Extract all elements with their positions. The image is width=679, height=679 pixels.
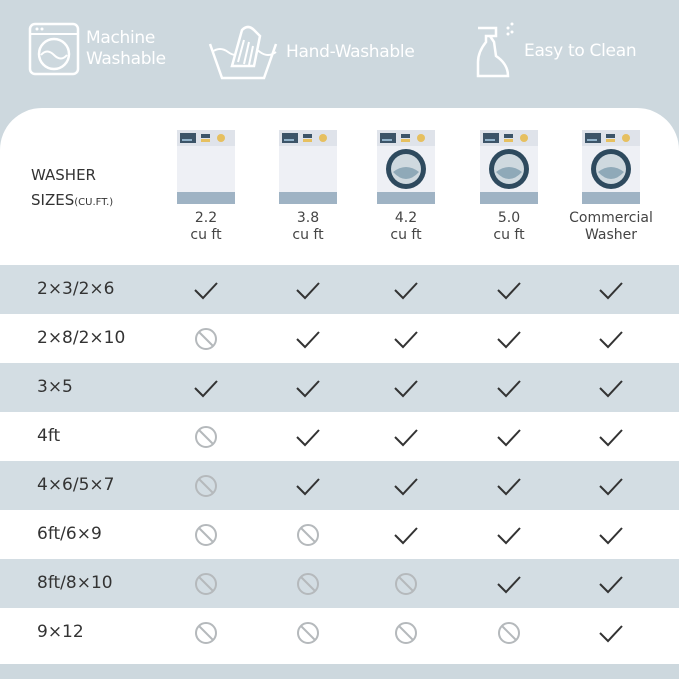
check-icon — [598, 522, 624, 548]
washer-column-header: 3.8 cu ft — [258, 130, 358, 244]
washer-image — [561, 130, 661, 204]
not-allowed-icon — [193, 620, 219, 646]
not-allowed-icon — [295, 522, 321, 548]
check-icon — [496, 522, 522, 548]
table-row: 8ft/8×10 — [0, 559, 679, 608]
check-icon — [393, 473, 419, 499]
washer-column-header: Commercial Washer — [561, 130, 661, 244]
not-allowed-icon — [295, 571, 321, 597]
washer-image — [258, 130, 358, 204]
table-row: 2×3/2×6 — [0, 265, 679, 314]
washer-size-line2: cu ft — [190, 227, 222, 243]
washer-size-line2: cu ft — [493, 227, 525, 243]
check-icon — [496, 473, 522, 499]
washer-column-header: 5.0 cu ft — [459, 130, 559, 244]
table-row: 9×12 — [0, 608, 679, 657]
check-icon — [598, 473, 624, 499]
check-icon — [496, 277, 522, 303]
table-row: 3×5 — [0, 363, 679, 412]
washer-size-line1: 4.2 — [394, 210, 418, 226]
check-icon — [295, 375, 321, 401]
check-icon — [598, 571, 624, 597]
washing-machine-icon — [28, 22, 80, 76]
washer-image — [356, 130, 456, 204]
check-icon — [496, 571, 522, 597]
check-icon — [598, 375, 624, 401]
washer-size-line2: Washer — [584, 227, 638, 243]
not-allowed-icon — [393, 571, 419, 597]
table-row: 4ft — [0, 412, 679, 461]
table-header-label: WASHER SIZES(CU.FT.) — [31, 163, 113, 215]
check-icon — [496, 326, 522, 352]
washer-image — [459, 130, 559, 204]
check-icon — [598, 620, 624, 646]
check-icon — [295, 424, 321, 450]
check-icon — [598, 326, 624, 352]
check-icon — [496, 375, 522, 401]
not-allowed-icon — [393, 620, 419, 646]
check-icon — [393, 277, 419, 303]
rug-size-label: 4×6/5×7 — [37, 475, 115, 495]
not-allowed-icon — [496, 620, 522, 646]
feature-label: Washable — [86, 49, 166, 69]
check-icon — [295, 326, 321, 352]
check-icon — [393, 326, 419, 352]
table-row: 4×6/5×7 — [0, 461, 679, 510]
check-icon — [295, 277, 321, 303]
not-allowed-icon — [193, 473, 219, 499]
washer-size-line1: Commercial — [569, 210, 653, 226]
washer-image — [156, 130, 256, 204]
hand-wash-icon — [208, 25, 278, 80]
feature-label: Machine — [86, 28, 156, 48]
not-allowed-icon — [193, 571, 219, 597]
check-icon — [598, 424, 624, 450]
feature-hand-washable: Hand-Washable — [208, 22, 415, 82]
header-title-2: SIZES — [31, 191, 75, 209]
washer-size-line1: 3.8 — [296, 210, 320, 226]
rug-size-label: 9×12 — [37, 622, 84, 642]
check-icon — [393, 375, 419, 401]
not-allowed-icon — [295, 620, 321, 646]
bottom-band — [0, 664, 679, 679]
washer-size-line2: cu ft — [292, 227, 324, 243]
washer-size-line1: 5.0 — [497, 210, 521, 226]
rug-size-label: 2×3/2×6 — [37, 279, 115, 299]
feature-label: Hand-Washable — [286, 41, 415, 62]
spray-bottle-icon — [476, 22, 514, 78]
washer-size-line1: 2.2 — [194, 210, 218, 226]
not-allowed-icon — [193, 522, 219, 548]
feature-easy-to-clean: Easy to Clean — [474, 22, 637, 80]
check-icon — [193, 375, 219, 401]
rug-size-label: 2×8/2×10 — [37, 328, 126, 348]
check-icon — [295, 473, 321, 499]
washer-column-header: 4.2 cu ft — [356, 130, 456, 244]
not-allowed-icon — [193, 424, 219, 450]
table-row: 6ft/6×9 — [0, 510, 679, 559]
rug-size-label: 3×5 — [37, 377, 73, 397]
compatibility-table: WASHER SIZES(CU.FT.) 2.2 cu ft 3.8 cu ft 4.2… — [0, 108, 679, 668]
rug-size-label: 6ft/6×9 — [37, 524, 102, 544]
table-row: 2×8/2×10 — [0, 314, 679, 363]
rug-size-label: 4ft — [37, 426, 61, 446]
feature-machine-washable: Machine Washable — [28, 22, 166, 76]
washer-size-line2: cu ft — [390, 227, 422, 243]
not-allowed-icon — [193, 326, 219, 352]
header-unit: (CU.FT.) — [74, 197, 114, 208]
feature-label: Easy to Clean — [524, 40, 637, 61]
check-icon — [496, 424, 522, 450]
check-icon — [393, 424, 419, 450]
check-icon — [598, 277, 624, 303]
washer-column-header: 2.2 cu ft — [156, 130, 256, 244]
rug-size-label: 8ft/8×10 — [37, 573, 113, 593]
check-icon — [393, 522, 419, 548]
check-icon — [193, 277, 219, 303]
header-title: WASHER — [31, 166, 96, 184]
